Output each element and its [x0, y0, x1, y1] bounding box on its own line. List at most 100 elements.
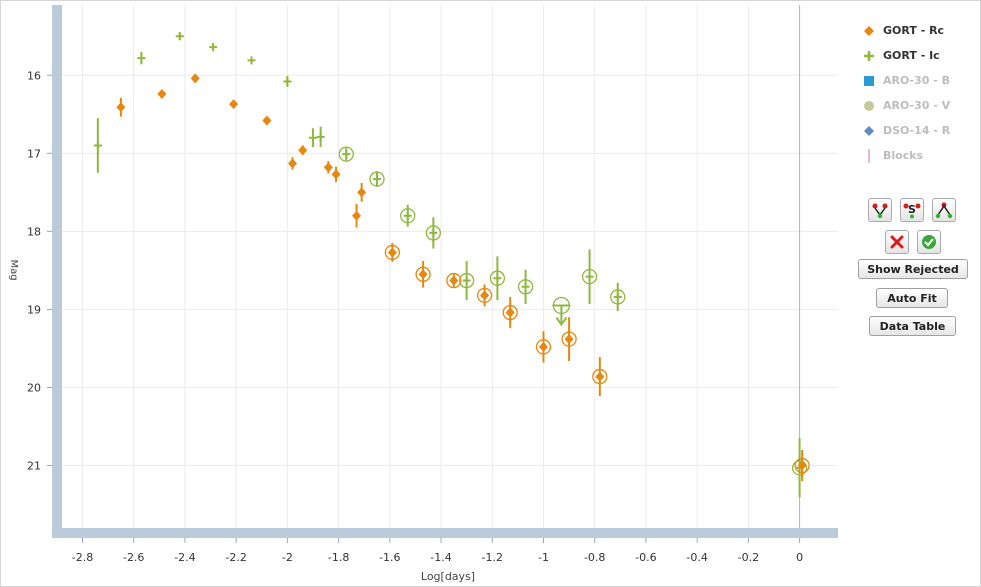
data-point [175, 32, 184, 41]
data-point [137, 54, 146, 63]
legend-label: Blocks [883, 149, 924, 162]
y-tick-label: 20 [27, 381, 41, 394]
data-point [357, 187, 367, 198]
data-point [449, 275, 459, 286]
data-point [585, 272, 594, 281]
x-axis-label: Log[days] [421, 570, 475, 583]
data-point [247, 56, 256, 65]
plot-background [62, 5, 838, 528]
data-point [262, 115, 272, 126]
selection-ring [458, 272, 475, 289]
data-point [157, 88, 167, 99]
data-point [505, 307, 515, 318]
selection-ring [415, 266, 431, 282]
selection-ring [581, 268, 598, 285]
selection-ring [535, 339, 552, 355]
x-tick-label: -1 [538, 551, 549, 564]
legend-item-blocks[interactable]: Blocks [862, 143, 972, 168]
data-point [331, 169, 341, 180]
data-point [480, 290, 490, 301]
y-axis-band [52, 5, 62, 538]
selection-ring [446, 272, 462, 289]
x-tick-label: -1.6 [379, 551, 400, 564]
data-point [209, 43, 218, 52]
legend-label: ARO-30 - B [883, 74, 951, 87]
selection-ring [561, 331, 577, 347]
data-point [595, 371, 605, 382]
x-tick-label: -0.6 [635, 551, 656, 564]
fit-down-icon[interactable] [868, 198, 892, 222]
plus-icon [862, 49, 876, 63]
data-point [521, 282, 530, 291]
accept-icon[interactable] [917, 230, 941, 254]
square-icon [862, 74, 876, 88]
y-axis-label: Mag [8, 259, 19, 280]
data-point [352, 210, 362, 221]
selection-ring [502, 304, 518, 321]
data-point [462, 276, 471, 285]
data-point [342, 150, 351, 159]
y-tick-label: 16 [27, 69, 41, 82]
selection-ring [610, 289, 626, 305]
auto-fit-button[interactable]: Auto Fit [876, 288, 948, 308]
x-tick-label: -0.4 [686, 551, 707, 564]
selection-ring [400, 208, 416, 224]
y-tick-label: 21 [27, 460, 41, 473]
data-point [403, 211, 412, 220]
legend-item-dso14-r[interactable]: DSO-14 - R [862, 118, 972, 143]
legend-label: ARO-30 - V [883, 99, 951, 112]
selection-ring [517, 279, 534, 295]
x-tick-label: -2.6 [123, 551, 144, 564]
selection-ring [425, 225, 442, 241]
data-point [387, 247, 397, 258]
legend: GORT - Rc GORT - Ic ARO-30 - B ARO-30 - … [862, 18, 972, 168]
legend-label: GORT - Ic [883, 49, 940, 62]
data-point [418, 269, 428, 280]
bar-icon [862, 148, 876, 163]
series-gort-rc[interactable] [116, 73, 810, 482]
series-gort-ic[interactable] [93, 32, 808, 498]
y-tick-label: 17 [27, 147, 41, 160]
data-point [323, 162, 333, 173]
circle-icon [862, 99, 876, 113]
selection-ring [794, 457, 810, 474]
reject-icon[interactable] [885, 230, 909, 254]
show-rejected-button[interactable]: Show Rejected [858, 259, 968, 279]
legend-label: GORT - Rc [883, 24, 945, 37]
x-tick-label: -1.8 [328, 551, 349, 564]
fit-up-icon[interactable] [932, 198, 956, 222]
x-tick-label: -0.8 [584, 551, 605, 564]
data-table-button[interactable]: Data Table [869, 316, 956, 336]
legend-item-aro30-b[interactable]: ARO-30 - B [862, 68, 972, 93]
x-tick-label: -2.2 [225, 551, 246, 564]
selection-ring [489, 270, 506, 286]
legend-item-gort-rc[interactable]: GORT - Rc [862, 18, 972, 43]
x-tick-label: 0 [796, 551, 803, 564]
x-tick-label: -1.4 [430, 551, 451, 564]
axes: -2.8 -2.6 -2.4 -2.2 -2 -1.8 -1.6 -1.4 -1.2 -1 -0.8… [27, 5, 838, 564]
legend-item-aro30-v[interactable]: ARO-30 - V [862, 93, 972, 118]
legend-item-gort-ic[interactable]: GORT - Ic [862, 43, 972, 68]
x-tick-label: -1.2 [482, 551, 503, 564]
data-point [190, 73, 200, 84]
data-marks[interactable] [93, 32, 810, 498]
data-point [613, 292, 622, 301]
data-point [283, 77, 292, 86]
diamond-icon [862, 24, 876, 38]
grid [62, 5, 838, 528]
y-tick-label: 19 [27, 303, 41, 316]
x-tick-label: -2.8 [72, 551, 93, 564]
selection-ring [369, 171, 385, 187]
x-tick-label: -0.2 [738, 551, 759, 564]
data-point [229, 99, 239, 110]
x-tick-label: -2 [282, 551, 293, 564]
point-tools [885, 230, 941, 254]
fit-s-icon[interactable]: S [900, 198, 924, 222]
data-point [298, 145, 308, 156]
selection-ring [791, 460, 808, 476]
data-point [116, 102, 126, 113]
x-tick-label: -2.4 [174, 551, 195, 564]
data-point [373, 175, 382, 184]
data-point [493, 274, 502, 283]
